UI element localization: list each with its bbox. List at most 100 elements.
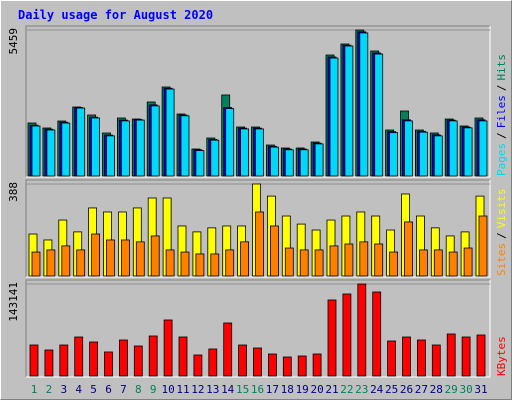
bar (299, 149, 309, 177)
bar (106, 135, 115, 177)
x-tick-label: 8 (135, 383, 142, 396)
bar (208, 348, 218, 377)
bar (121, 120, 130, 177)
bar (344, 243, 354, 277)
x-tick-label: 20 (310, 383, 323, 396)
x-tick-label: 1 (31, 383, 38, 396)
bar (150, 235, 160, 277)
bar (478, 120, 488, 177)
x-tick-label: 18 (281, 383, 294, 396)
x-tick-label: 2 (46, 383, 53, 396)
bar (165, 88, 175, 177)
bar (476, 334, 486, 377)
bar (404, 120, 413, 177)
bar (463, 127, 473, 177)
bar (418, 131, 428, 177)
x-tick-label: 19 (296, 383, 309, 396)
bar (165, 249, 175, 277)
x-tick-label: 31 (474, 383, 487, 396)
x-tick-label: 7 (120, 383, 127, 396)
x-tick-label: 17 (266, 383, 279, 396)
x-tick-label: 10 (161, 383, 174, 396)
bar (342, 293, 352, 377)
bar (314, 249, 324, 277)
bar (104, 351, 113, 377)
y-tick-label: 388 (7, 182, 20, 202)
bar (119, 339, 128, 377)
bar (180, 115, 190, 177)
x-tick-label: 23 (355, 383, 368, 396)
bar (89, 341, 98, 377)
bar (255, 128, 264, 177)
bar (416, 339, 426, 377)
bar (240, 241, 250, 277)
panel-border (25, 179, 490, 277)
bar (461, 336, 471, 377)
bar (29, 344, 39, 377)
bar (253, 347, 262, 377)
bar (312, 353, 322, 377)
bar (329, 245, 339, 277)
x-tick-label: 24 (370, 383, 384, 396)
chart-title: Daily usage for August 2020 (18, 8, 213, 22)
bar (359, 32, 369, 177)
bar (374, 243, 384, 277)
bar (150, 105, 160, 177)
bar (327, 299, 337, 377)
bar (59, 344, 69, 377)
bar (163, 319, 173, 377)
x-tick-label: 26 (400, 383, 413, 396)
bar (91, 233, 100, 277)
bar (431, 344, 441, 377)
bar (178, 336, 188, 377)
bar (76, 107, 86, 177)
panel-border (25, 279, 490, 377)
bar (91, 117, 100, 177)
bar (433, 135, 443, 177)
bar (344, 45, 354, 177)
bar (74, 336, 84, 377)
bar (31, 251, 41, 277)
bar (106, 239, 115, 277)
bar (267, 353, 277, 377)
bar (374, 53, 384, 177)
bar (46, 129, 56, 177)
x-tick-label: 5 (90, 383, 97, 396)
bar (240, 128, 250, 177)
legend-entry: KBytes (495, 336, 508, 376)
x-tick-label: 6 (105, 383, 112, 396)
bar (448, 251, 458, 277)
legend: KBytes (495, 336, 508, 376)
bar (418, 249, 428, 277)
panel-border (26, 280, 491, 378)
x-tick-label: 3 (60, 383, 67, 396)
bar (372, 291, 382, 377)
bar (223, 322, 233, 377)
bar (225, 108, 235, 177)
bar (478, 215, 488, 277)
bar (61, 122, 71, 177)
bar (297, 355, 307, 377)
bar (46, 249, 56, 277)
legend-entry: Files (495, 95, 508, 128)
bar (463, 247, 473, 277)
bar (255, 211, 264, 277)
x-tick-label: 13 (206, 383, 219, 396)
bar (225, 249, 235, 277)
bar (389, 251, 399, 277)
x-tick-label: 4 (75, 383, 82, 396)
panel-border (26, 180, 491, 278)
bar (314, 143, 324, 177)
x-tick-label: 25 (385, 383, 398, 396)
legend-separator: / (495, 85, 508, 92)
y-tick-label: 143141 (7, 282, 20, 322)
x-tick-label: 16 (251, 383, 264, 396)
bar (135, 119, 145, 177)
x-tick-label: 29 (445, 383, 458, 396)
bar (148, 335, 158, 377)
bar (282, 356, 292, 377)
bar (195, 253, 205, 277)
bar (269, 225, 279, 277)
bar (210, 253, 220, 277)
